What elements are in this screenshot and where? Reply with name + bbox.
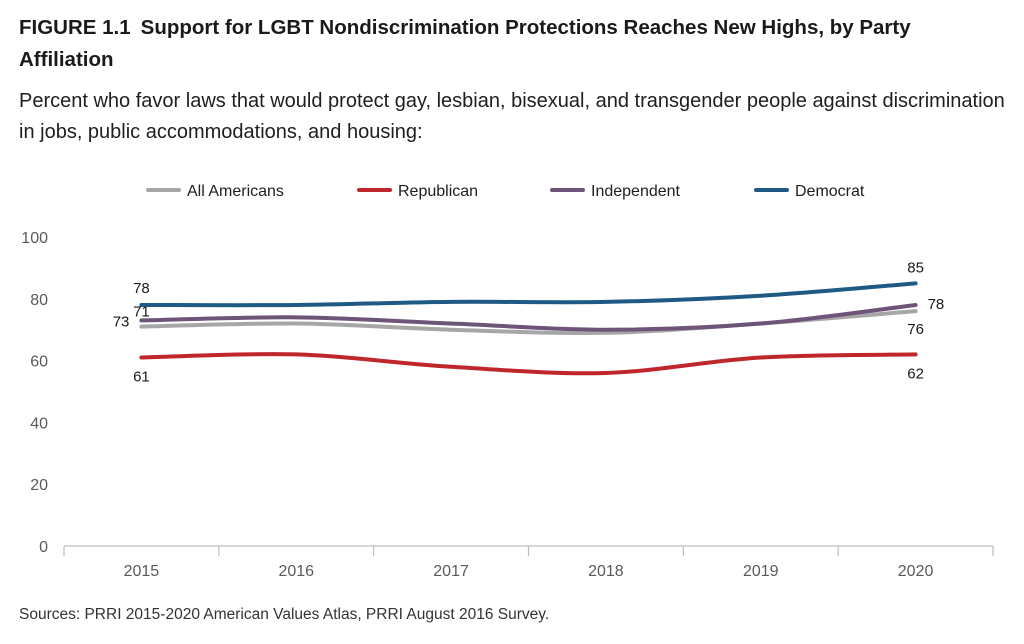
line-chart: All Americans Republican Independent Democr… xyxy=(21,183,994,580)
series-line-republican xyxy=(139,352,918,376)
series-line-democrat xyxy=(139,281,918,308)
data-label-all-americans: 76 xyxy=(907,321,924,338)
figure-title: FIGURE 1.1 Support for LGBT Nondiscrimina… xyxy=(19,12,1009,76)
data-label-republican: 61 xyxy=(133,369,150,386)
figure-title-text: Support for LGBT Nondiscrimination Prote… xyxy=(19,16,911,71)
y-tick-label: 20 xyxy=(30,477,48,494)
y-tick-label: 100 xyxy=(21,230,48,247)
x-tick-label: 2019 xyxy=(743,563,779,580)
legend-label: Independent xyxy=(591,183,681,200)
data-label-independent: 73 xyxy=(113,313,130,330)
series-line-all-americans xyxy=(139,309,918,336)
y-tick-label: 80 xyxy=(30,292,48,309)
figure-subtitle: Percent who favor laws that would protec… xyxy=(19,90,1005,143)
source-note: Sources: PRRI 2015-2020 American Values … xyxy=(19,606,550,623)
x-tick-label: 2018 xyxy=(588,563,624,580)
x-tick-label: 2020 xyxy=(898,563,934,580)
data-label-independent: 78 xyxy=(928,296,945,313)
legend-label: All Americans xyxy=(187,183,284,200)
x-tick-label: 2015 xyxy=(124,563,160,580)
data-label-democrat: 85 xyxy=(907,259,924,276)
x-tick-label: 2016 xyxy=(278,563,314,580)
data-label-democrat: 78 xyxy=(133,280,150,297)
y-tick-label: 60 xyxy=(30,354,48,371)
figure-label: FIGURE 1.1 xyxy=(19,16,131,39)
y-tick-label: 40 xyxy=(30,415,48,432)
data-label-all-americans: 71 xyxy=(133,304,150,321)
x-tick-label: 2017 xyxy=(433,563,469,580)
data-label-republican: 62 xyxy=(907,365,924,382)
legend-label: Democrat xyxy=(795,183,865,200)
y-tick-label: 0 xyxy=(39,539,48,556)
series-line-independent xyxy=(139,302,918,332)
legend-label: Republican xyxy=(398,183,478,200)
